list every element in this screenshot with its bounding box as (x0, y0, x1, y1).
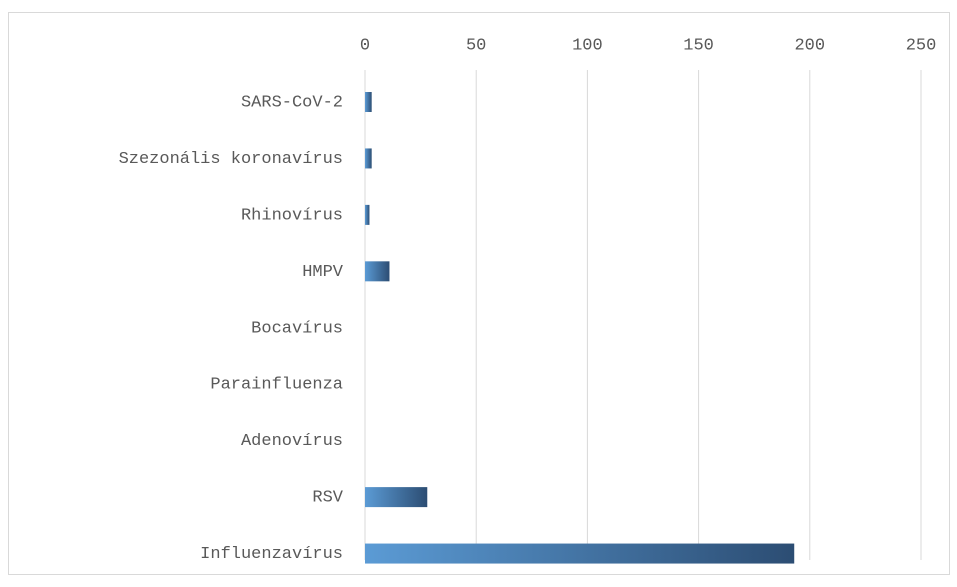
y-tick-label: Adenovírus (241, 432, 343, 451)
bar (365, 261, 390, 282)
x-tick-label: 100 (572, 36, 603, 55)
y-tick-label: Szezonális koronavírus (119, 150, 343, 169)
bar (365, 92, 372, 112)
x-tick-label: 200 (794, 36, 825, 55)
bar (365, 204, 370, 225)
y-tick-label: HMPV (302, 263, 344, 282)
x-tick-label: 50 (466, 36, 486, 55)
x-tick-label: 0 (360, 36, 370, 55)
bar (365, 487, 428, 508)
y-tick-label: Influenzavírus (200, 545, 343, 564)
y-tick-label: Rhinovírus (241, 206, 343, 225)
y-tick-label: RSV (312, 489, 343, 508)
x-tick-label: 250 (906, 36, 937, 55)
chart-border (8, 12, 950, 575)
bar (365, 148, 372, 169)
y-tick-label: Bocavírus (251, 319, 343, 338)
bar (365, 543, 795, 564)
y-tick-label: SARS-CoV-2 (241, 93, 343, 112)
y-tick-label: Parainfluenza (210, 376, 343, 395)
x-tick-label: 150 (683, 36, 714, 55)
